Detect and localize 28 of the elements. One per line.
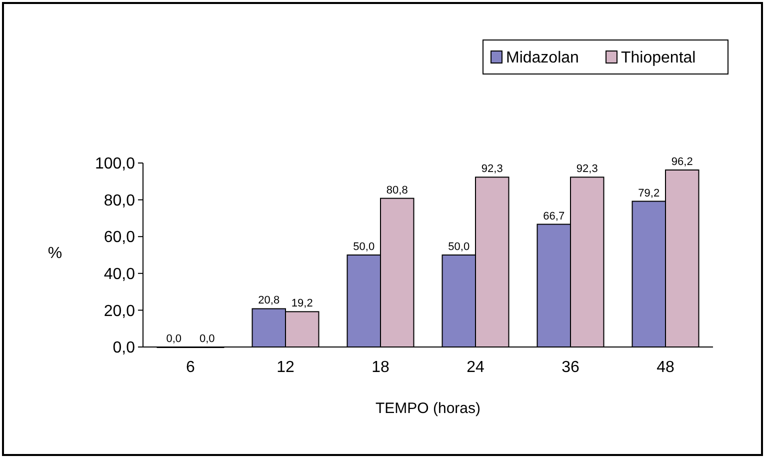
y-tick-label: 20,0 xyxy=(104,302,136,320)
data-label: 19,2 xyxy=(291,298,313,310)
x-axis-title: TEMPO (horas) xyxy=(375,400,481,417)
y-axis-title: % xyxy=(48,245,62,262)
y-tick-label: 80,0 xyxy=(104,192,136,210)
data-label: 50,0 xyxy=(448,241,470,253)
data-label: 66,7 xyxy=(543,210,565,222)
y-tick-label: 0,0 xyxy=(112,340,136,357)
data-label: 79,2 xyxy=(638,187,660,200)
x-tick-label: 12 xyxy=(276,359,294,376)
data-label: 92,3 xyxy=(576,163,598,176)
x-tick-label: 18 xyxy=(372,359,390,376)
legend-label: Thiopental xyxy=(621,50,696,67)
x-tick-label: 36 xyxy=(562,359,580,376)
y-tick-label: 100,0 xyxy=(94,156,136,173)
x-tick-label: 48 xyxy=(656,359,674,376)
data-label: 50,0 xyxy=(353,241,375,253)
data-label: 80,8 xyxy=(386,184,408,196)
x-tick-label: 6 xyxy=(186,359,196,376)
legend-label: Midazolan xyxy=(506,50,579,67)
data-label: 92,3 xyxy=(481,163,503,176)
x-tick-label: 24 xyxy=(466,359,484,376)
data-label: 20,8 xyxy=(258,294,280,307)
y-tick-label: 60,0 xyxy=(104,229,136,246)
data-label: 0,0 xyxy=(166,333,182,345)
data-label: 0,0 xyxy=(199,333,215,345)
y-tick-label: 40,0 xyxy=(104,266,136,283)
data-label: 96,2 xyxy=(671,156,693,168)
